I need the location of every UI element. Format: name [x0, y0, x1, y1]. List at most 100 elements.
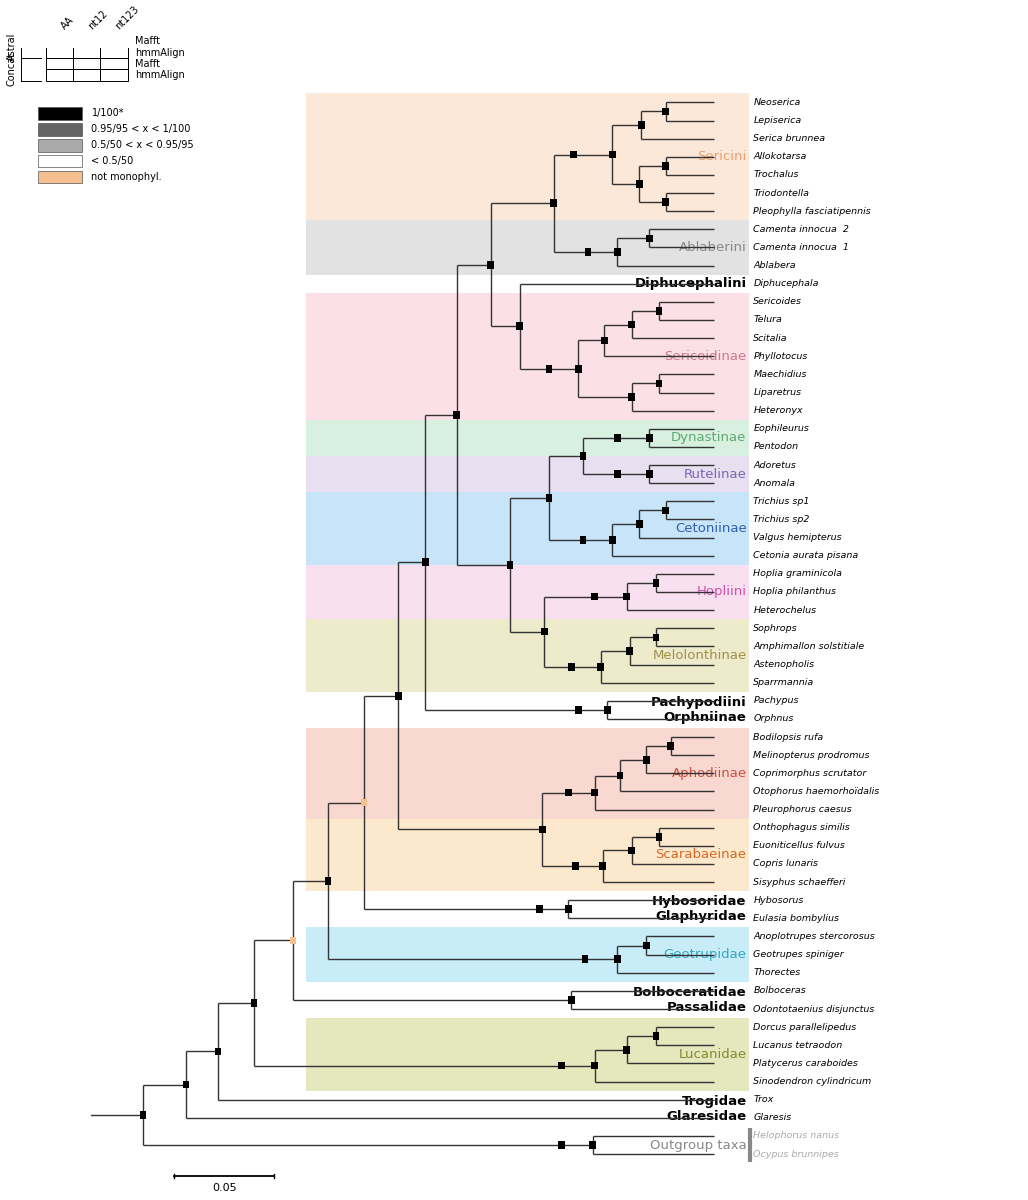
Text: hmmAlign: hmmAlign — [136, 48, 185, 58]
Text: Neoserica: Neoserica — [754, 98, 801, 107]
Bar — [662, 162, 669, 169]
Bar — [101, 47, 127, 58]
Text: Sericini: Sericini — [697, 150, 746, 163]
Bar — [617, 772, 623, 779]
Text: Lucanidae: Lucanidae — [678, 1048, 746, 1061]
Bar — [575, 365, 582, 372]
Text: < 0.5/50: < 0.5/50 — [91, 156, 134, 166]
Text: Aphodiinae: Aphodiinae — [671, 767, 746, 780]
Bar — [38, 107, 82, 120]
Text: Trichius sp2: Trichius sp2 — [754, 515, 810, 524]
Text: Pentodon: Pentodon — [754, 443, 799, 451]
Text: Hopliini: Hopliini — [697, 586, 746, 599]
Text: 0.95/95 < x < 1/100: 0.95/95 < x < 1/100 — [91, 125, 191, 134]
Bar — [421, 558, 429, 566]
Bar — [642, 942, 650, 949]
Bar — [38, 139, 82, 151]
Bar — [638, 121, 645, 128]
Text: Amphimallon solstitiale: Amphimallon solstitiale — [754, 642, 865, 650]
Bar — [628, 394, 635, 401]
Text: Diphucephalini: Diphucephalini — [634, 277, 746, 290]
Text: 0.5/50 < x < 0.95/95: 0.5/50 < x < 0.95/95 — [91, 140, 194, 150]
Text: hmmAlign: hmmAlign — [136, 70, 185, 80]
Bar — [662, 108, 669, 115]
Bar — [361, 799, 367, 806]
Bar — [653, 1032, 659, 1040]
Bar — [636, 180, 642, 188]
Bar — [589, 1141, 596, 1148]
Text: Euoniticellus fulvus: Euoniticellus fulvus — [754, 841, 845, 851]
Text: Mafft: Mafft — [136, 59, 160, 68]
Bar — [305, 221, 748, 275]
Text: 1/100*: 1/100* — [91, 108, 124, 119]
Text: Bodilopsis rufa: Bodilopsis rufa — [754, 732, 823, 742]
Text: Cetonia aurata pisana: Cetonia aurata pisana — [754, 551, 858, 560]
Bar — [73, 70, 101, 80]
Bar — [565, 906, 572, 913]
Text: Rutelinae: Rutelinae — [684, 468, 746, 481]
Bar — [580, 452, 586, 460]
Bar — [101, 36, 127, 47]
Bar — [585, 248, 591, 256]
Text: Helophorus nanus: Helophorus nanus — [754, 1132, 840, 1140]
Text: AA: AA — [60, 14, 76, 31]
Text: Ablaberini: Ablaberini — [678, 241, 746, 254]
Text: Lucanus tetraodon: Lucanus tetraodon — [754, 1040, 843, 1050]
Bar — [558, 1141, 565, 1148]
Bar — [575, 706, 582, 714]
Bar — [604, 706, 611, 714]
Bar — [591, 788, 598, 797]
Text: Thorectes: Thorectes — [754, 968, 801, 977]
Bar — [591, 1062, 598, 1069]
Text: Dynastinae: Dynastinae — [671, 431, 746, 444]
Bar — [601, 336, 608, 344]
Bar — [614, 470, 621, 478]
Text: Liparetrus: Liparetrus — [754, 388, 802, 397]
Text: Pleurophorus caesus: Pleurophorus caesus — [754, 805, 852, 814]
Bar — [140, 1111, 146, 1118]
Text: Diphucephala: Diphucephala — [754, 280, 819, 288]
Text: Eophileurus: Eophileurus — [754, 425, 809, 433]
Text: nt12: nt12 — [86, 8, 110, 31]
Text: Sparrmannia: Sparrmannia — [754, 678, 814, 688]
Bar — [628, 846, 635, 854]
Text: Ablabera: Ablabera — [754, 262, 796, 270]
Bar — [646, 470, 653, 478]
Bar — [305, 1018, 748, 1091]
Text: Otophorus haemorhoïdalis: Otophorus haemorhoïdalis — [754, 787, 880, 796]
Text: Dorcus parallelipedus: Dorcus parallelipedus — [754, 1022, 856, 1032]
Bar — [582, 955, 588, 962]
Text: Maechidius: Maechidius — [754, 370, 807, 379]
Bar — [38, 170, 82, 184]
Bar — [628, 320, 635, 329]
Bar — [290, 937, 296, 944]
Bar — [636, 520, 642, 528]
Bar — [305, 728, 748, 818]
Text: Hoplia philanthus: Hoplia philanthus — [754, 588, 837, 596]
Bar — [305, 619, 748, 691]
Bar — [653, 634, 659, 641]
Text: Melinopterus prodromus: Melinopterus prodromus — [754, 751, 870, 760]
Bar — [305, 420, 748, 456]
Bar — [623, 1046, 630, 1054]
Bar — [290, 937, 296, 944]
Bar — [580, 536, 586, 544]
Text: Camenta innocua  1: Camenta innocua 1 — [754, 242, 849, 252]
Bar — [305, 293, 748, 420]
Text: Sericoidinae: Sericoidinae — [664, 349, 746, 362]
Text: Pleophylla fasciatipennis: Pleophylla fasciatipennis — [754, 206, 871, 216]
Text: Pachypodiini
Orphniinae: Pachypodiini Orphniinae — [651, 696, 746, 724]
Text: Astenopholis: Astenopholis — [754, 660, 814, 670]
Text: Concat: Concat — [6, 53, 16, 86]
Bar — [73, 58, 101, 70]
Bar — [656, 307, 662, 314]
Text: Astral: Astral — [6, 32, 16, 61]
Bar — [305, 94, 748, 221]
Bar — [609, 536, 616, 544]
Text: Cetoniinae: Cetoniinae — [674, 522, 746, 535]
Bar — [45, 70, 73, 80]
Bar — [546, 494, 552, 502]
Text: Allokotarsa: Allokotarsa — [754, 152, 807, 161]
Bar — [572, 863, 579, 870]
Text: Adoretus: Adoretus — [754, 461, 797, 469]
